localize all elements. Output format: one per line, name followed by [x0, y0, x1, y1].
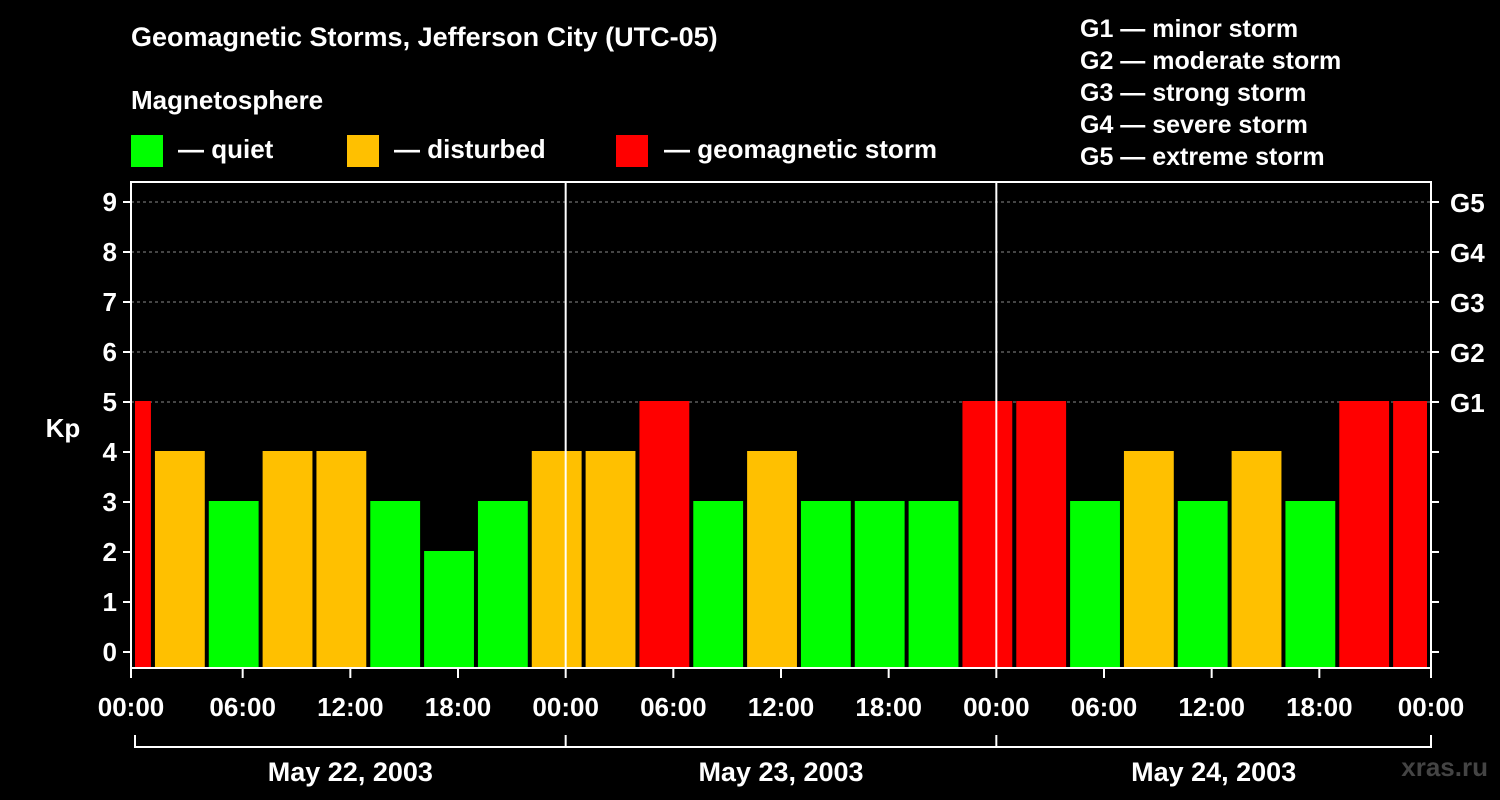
- magnetosphere-label: Magnetosphere: [131, 85, 324, 115]
- kp-bar-20: [1123, 451, 1174, 668]
- y-axis-title: Kp: [46, 413, 81, 443]
- y-tick-label: 4: [103, 437, 118, 467]
- kp-bar-4: [262, 451, 313, 668]
- x-tick-label: 18:00: [1286, 692, 1353, 722]
- legend-quiet-label: — quiet: [178, 134, 274, 164]
- kp-bar-19: [1070, 501, 1120, 668]
- g-scale-g2: G2 — moderate storm: [1080, 47, 1342, 75]
- g-scale-g1: G1 — minor storm: [1080, 15, 1299, 43]
- legend-storm-label: — geomagnetic storm: [664, 134, 938, 164]
- y-tick-label: 7: [103, 287, 117, 317]
- kp-bar-11: [639, 401, 690, 668]
- kp-bar-24: [1339, 401, 1390, 668]
- kp-bar-5: [316, 451, 367, 668]
- kp-bar-17: [962, 401, 1013, 668]
- x-tick-label: 06:00: [209, 692, 276, 722]
- chart-title: Geomagnetic Storms, Jefferson City (UTC-…: [131, 22, 718, 52]
- kp-bar-18: [1016, 401, 1067, 668]
- y-tick-label: 1: [103, 587, 117, 617]
- y-tick-label: 0: [103, 637, 117, 667]
- g-tick-label: G3: [1450, 288, 1485, 318]
- x-tick-label: 06:00: [640, 692, 707, 722]
- x-tick-label: 06:00: [1071, 692, 1138, 722]
- kp-bar-23: [1285, 501, 1336, 668]
- day-label: May 23, 2003: [698, 757, 863, 787]
- g-tick-label: G1: [1450, 388, 1485, 418]
- x-tick-label: 00:00: [98, 692, 165, 722]
- kp-bar-21: [1177, 501, 1228, 668]
- x-tick-label: 00:00: [1398, 692, 1465, 722]
- kp-bar-1: [135, 401, 151, 668]
- kp-bar-9: [531, 451, 582, 668]
- x-tick-label: 12:00: [748, 692, 815, 722]
- legend-disturbed-swatch: [347, 135, 379, 167]
- y-tick-label: 6: [103, 337, 117, 367]
- x-tick-label: 18:00: [425, 692, 492, 722]
- kp-bar-25: [1393, 401, 1427, 668]
- x-tick-label: 00:00: [532, 692, 599, 722]
- kp-bar-13: [747, 451, 797, 668]
- x-tick-label: 12:00: [317, 692, 384, 722]
- legend-storm-swatch: [616, 135, 648, 167]
- y-tick-label: 5: [103, 387, 117, 417]
- kp-bar-15: [854, 501, 905, 668]
- kp-bar-7: [424, 551, 474, 668]
- kp-bar-6: [370, 501, 421, 668]
- g-tick-label: G5: [1450, 188, 1485, 218]
- kp-bar-14: [800, 501, 851, 668]
- day-label: May 24, 2003: [1131, 757, 1296, 787]
- kp-bar-16: [908, 501, 959, 668]
- x-tick-label: 00:00: [963, 692, 1030, 722]
- g-scale-g5: G5 — extreme storm: [1080, 143, 1325, 171]
- x-tick-label: 12:00: [1178, 692, 1245, 722]
- y-tick-label: 3: [103, 487, 117, 517]
- y-tick-label: 2: [103, 537, 117, 567]
- day-label: May 22, 2003: [268, 757, 433, 787]
- watermark: xras.ru: [1401, 752, 1488, 782]
- kp-bar-8: [477, 501, 528, 668]
- g-tick-label: G2: [1450, 338, 1485, 368]
- g-scale-g4: G4 — severe storm: [1080, 111, 1308, 139]
- legend-quiet-swatch: [131, 135, 163, 167]
- kp-bar-10: [585, 451, 636, 668]
- kp-bar-12: [693, 501, 744, 668]
- y-tick-label: 8: [103, 237, 117, 267]
- x-tick-label: 18:00: [855, 692, 922, 722]
- kp-bar-2: [154, 451, 205, 668]
- legend-disturbed-label: — disturbed: [394, 134, 546, 164]
- kp-bar-3: [208, 501, 259, 668]
- g-tick-label: G4: [1450, 238, 1485, 268]
- y-tick-label: 9: [103, 187, 117, 217]
- kp-bar-22: [1231, 451, 1282, 668]
- g-scale-g3: G3 — strong storm: [1080, 79, 1307, 107]
